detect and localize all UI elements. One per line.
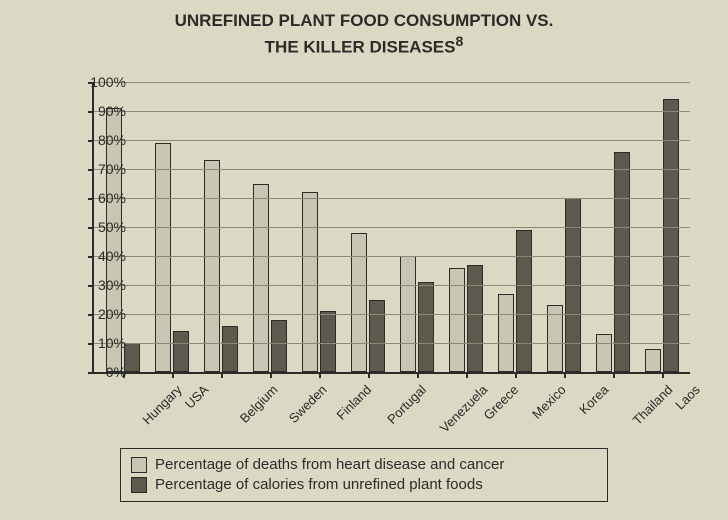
gridline bbox=[94, 285, 690, 286]
y-axis-label: 30% bbox=[66, 277, 126, 293]
x-axis-label: Thailand bbox=[629, 382, 675, 428]
x-tick bbox=[270, 372, 272, 378]
y-axis-label: 50% bbox=[66, 219, 126, 235]
x-axis-label: Venezuela bbox=[436, 382, 490, 436]
bar-calories bbox=[222, 326, 238, 372]
y-axis-label: 100% bbox=[66, 74, 126, 90]
bar-calories bbox=[614, 152, 630, 372]
footnote-marker: 8 bbox=[455, 34, 463, 50]
x-tick bbox=[613, 372, 615, 378]
gridline bbox=[94, 343, 690, 344]
legend-item-calories: Percentage of calories from unrefined pl… bbox=[131, 475, 597, 495]
x-tick bbox=[221, 372, 223, 378]
bar-calories bbox=[173, 331, 189, 372]
legend-label-deaths: Percentage of deaths from heart disease … bbox=[155, 455, 504, 475]
x-axis-label: USA bbox=[181, 382, 211, 412]
gridline bbox=[94, 314, 690, 315]
gridline bbox=[94, 82, 690, 83]
y-axis-label: 60% bbox=[66, 190, 126, 206]
x-tick bbox=[368, 372, 370, 378]
bar-calories bbox=[271, 320, 287, 372]
x-axis-label: Belgium bbox=[236, 382, 280, 426]
bar-deaths bbox=[302, 192, 318, 372]
bar-deaths bbox=[204, 160, 220, 372]
x-axis-label: Hungary bbox=[139, 382, 184, 427]
x-axis-label: Mexico bbox=[529, 382, 569, 422]
y-axis-label: 40% bbox=[66, 248, 126, 264]
legend-swatch-light bbox=[131, 457, 147, 473]
x-tick bbox=[319, 372, 321, 378]
gridline bbox=[94, 169, 690, 170]
x-tick bbox=[417, 372, 419, 378]
gridline bbox=[94, 140, 690, 141]
y-axis-label: 10% bbox=[66, 335, 126, 351]
bar-calories bbox=[516, 230, 532, 372]
x-tick bbox=[515, 372, 517, 378]
bar-calories bbox=[369, 300, 385, 373]
x-axis-label: Korea bbox=[576, 382, 611, 417]
bar-deaths bbox=[645, 349, 661, 372]
y-axis-label: 0% bbox=[66, 364, 126, 380]
bar-calories bbox=[418, 282, 434, 372]
bar-deaths bbox=[155, 143, 171, 372]
x-axis-label: Finland bbox=[333, 382, 374, 423]
gridline bbox=[94, 198, 690, 199]
bar-calories bbox=[467, 265, 483, 372]
bar-deaths bbox=[498, 294, 514, 372]
plot-area bbox=[92, 82, 690, 374]
x-axis-label: Sweden bbox=[285, 382, 329, 426]
y-axis-label: 70% bbox=[66, 161, 126, 177]
chart-container: UNREFINED PLANT FOOD CONSUMPTION VS. THE… bbox=[0, 0, 728, 520]
x-tick bbox=[172, 372, 174, 378]
x-axis-label: Portugal bbox=[384, 382, 429, 427]
title-line-1: UNREFINED PLANT FOOD CONSUMPTION VS. bbox=[175, 11, 554, 30]
gridline bbox=[94, 227, 690, 228]
bar-calories bbox=[320, 311, 336, 372]
y-axis-label: 90% bbox=[66, 103, 126, 119]
legend-swatch-dark bbox=[131, 477, 147, 493]
x-axis-label: Laos bbox=[672, 382, 703, 413]
bar-deaths bbox=[351, 233, 367, 372]
title-line-2: THE KILLER DISEASES bbox=[265, 38, 456, 57]
chart-title: UNREFINED PLANT FOOD CONSUMPTION VS. THE… bbox=[0, 0, 728, 60]
legend-item-deaths: Percentage of deaths from heart disease … bbox=[131, 455, 597, 475]
legend-label-calories: Percentage of calories from unrefined pl… bbox=[155, 475, 483, 495]
y-axis-label: 80% bbox=[66, 132, 126, 148]
x-tick bbox=[564, 372, 566, 378]
bar-deaths bbox=[596, 334, 612, 372]
gridline bbox=[94, 256, 690, 257]
y-axis-label: 20% bbox=[66, 306, 126, 322]
legend: Percentage of deaths from heart disease … bbox=[120, 448, 608, 503]
bar-deaths bbox=[547, 305, 563, 372]
bar-deaths bbox=[449, 268, 465, 372]
x-tick bbox=[466, 372, 468, 378]
x-tick bbox=[662, 372, 664, 378]
gridline bbox=[94, 111, 690, 112]
